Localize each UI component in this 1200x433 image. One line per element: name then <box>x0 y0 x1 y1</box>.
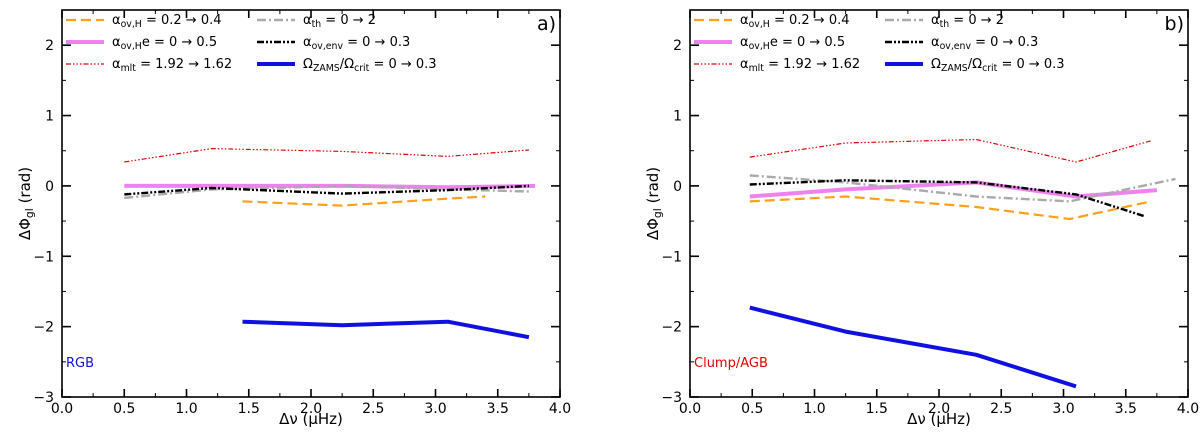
y-tick-label: −2 <box>33 320 54 336</box>
y-tick-label: 0 <box>45 179 54 195</box>
panel-a: 0.0 0.5 1.0 1.5 2.0 2.5 3.0 3.5 4.0 −3 −2 −1 0 1 2 Δν (… <box>16 9 571 428</box>
y-tick-label: 2 <box>45 38 54 54</box>
x-tick-label: 2.5 <box>362 401 384 417</box>
x-tick-label: 3.0 <box>424 401 446 417</box>
series-line-ov_env <box>124 184 529 196</box>
x-tick-label: 1.0 <box>175 401 197 417</box>
x-tick-label: 2.5 <box>990 401 1012 417</box>
x-tick-label: 0.5 <box>741 401 763 417</box>
legend-label-th: αth = 0 → 2 <box>303 13 376 30</box>
x-tick-label: 3.5 <box>1115 401 1137 417</box>
series-line-rot <box>749 305 1077 389</box>
series-line-mlt <box>124 148 529 163</box>
y-axis-label: ΔΦgl (rad) <box>16 167 36 240</box>
x-axis-label: Δν (μHz) <box>907 410 971 428</box>
x-tick-label: 0.0 <box>51 401 73 417</box>
legend-label-ov_env: αov,env = 0 → 0.3 <box>303 35 410 52</box>
x-tick-label: 2.0 <box>928 401 950 417</box>
legend-label-rot: ΩZAMS/Ωcrit = 0 → 0.3 <box>303 57 437 74</box>
y-tick-label: −3 <box>661 390 682 406</box>
x-tick-label: 3.5 <box>487 401 509 417</box>
y-tick-label: −2 <box>661 320 682 336</box>
legend-label-mlt: αmlt = 1.92 → 1.62 <box>740 57 860 74</box>
series-line-rot <box>242 319 530 340</box>
x-tick-label: 3.0 <box>1052 401 1074 417</box>
series-line-mlt <box>749 138 1151 163</box>
x-tick-label: 1.5 <box>866 401 888 417</box>
series-line-th <box>124 184 529 200</box>
y-tick-label: −3 <box>33 390 54 406</box>
x-tick-label: 0.5 <box>113 401 135 417</box>
y-axis-label: ΔΦgl (rad) <box>644 167 664 240</box>
legend-label-mlt: αmlt = 1.92 → 1.62 <box>112 57 232 74</box>
y-tick-label: 1 <box>45 109 54 125</box>
panel-label: b) <box>1165 13 1184 35</box>
series-line-ov_env <box>749 179 1145 218</box>
y-tick-label: 1 <box>673 109 682 125</box>
legend-label-th: αth = 0 → 2 <box>931 13 1004 30</box>
legend-label-ov_env: αov,env = 0 → 0.3 <box>931 35 1038 52</box>
panel-annotation: RGB <box>66 356 94 371</box>
panel-annotation: Clump/AGB <box>694 356 768 371</box>
y-tick-label: −1 <box>661 249 682 265</box>
series-line-ov_h <box>242 195 486 207</box>
legend-label-ov_h: αov,H = 0.2 → 0.4 <box>112 13 222 30</box>
series-line-th <box>749 174 1176 203</box>
x-tick-label: 4.0 <box>1177 401 1199 417</box>
x-axis-label: Δν (μHz) <box>279 410 343 428</box>
legend-label-ov_he: αov,He = 0 → 0.5 <box>740 35 845 52</box>
x-tick-label: 1.5 <box>238 401 260 417</box>
panel-b: 0.0 0.5 1.0 1.5 2.0 2.5 3.0 3.5 4.0 −3 −2 −1 0 1 2 Δν (… <box>644 9 1199 428</box>
y-tick-label: 2 <box>673 38 682 54</box>
series-line-ov_h <box>749 195 1151 221</box>
legend-label-ov_he: αov,He = 0 → 0.5 <box>112 35 217 52</box>
legend-label-ov_h: αov,H = 0.2 → 0.4 <box>740 13 850 30</box>
x-tick-label: 0.0 <box>679 401 701 417</box>
x-tick-label: 4.0 <box>549 401 571 417</box>
y-tick-label: −1 <box>33 249 54 265</box>
x-tick-label: 1.0 <box>803 401 825 417</box>
y-tick-label: 0 <box>673 179 682 195</box>
panel-label: a) <box>537 13 556 35</box>
x-tick-label: 2.0 <box>300 401 322 417</box>
legend-label-rot: ΩZAMS/Ωcrit = 0 → 0.3 <box>931 57 1065 74</box>
